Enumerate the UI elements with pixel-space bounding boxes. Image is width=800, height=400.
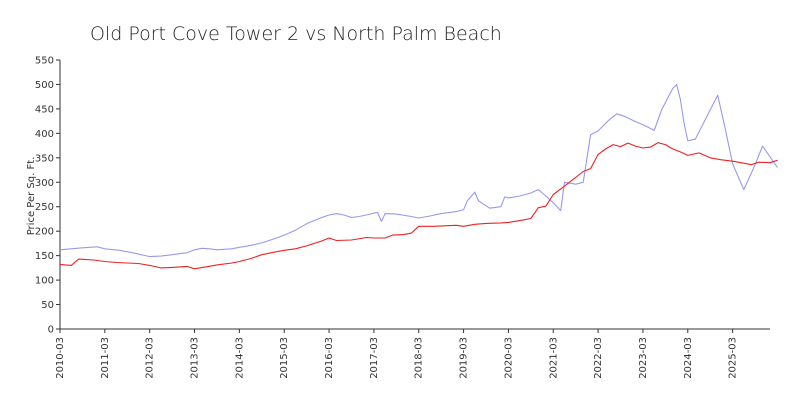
x-tick-label: 2013-03 <box>190 337 201 379</box>
y-tick-label: 500 <box>35 80 54 91</box>
series-line-2 <box>59 142 778 270</box>
y-tick-label: 450 <box>35 104 54 115</box>
x-tick-label: 2022-03 <box>593 337 604 379</box>
series-line-1 <box>59 83 778 258</box>
x-tick-label: 2019-03 <box>459 337 470 379</box>
x-tick-label: 2020-03 <box>503 337 514 379</box>
y-tick-label: 350 <box>35 153 54 164</box>
x-tick-label: 2021-03 <box>548 337 559 379</box>
x-tick-label: 2018-03 <box>414 337 425 379</box>
x-tick-label: 2024-03 <box>683 337 694 379</box>
y-tick-label: 100 <box>35 276 54 287</box>
y-axis: 0 50 100 150 200 250 300 350 400 450 500 550 <box>35 56 61 336</box>
y-tick-label: 250 <box>35 202 54 213</box>
x-tick-label: 2015-03 <box>279 337 290 379</box>
y-tick-label: 150 <box>35 251 54 262</box>
x-axis: 2010-03 2011-03 2012-03 2013-03 2014-03 2015-… <box>55 328 770 379</box>
y-tick-label: 550 <box>35 56 54 67</box>
y-tick-label: 50 <box>41 300 54 311</box>
y-tick-label: 300 <box>35 178 54 189</box>
series-layer <box>59 83 778 270</box>
x-tick-label: 2012-03 <box>145 337 156 379</box>
x-tick-label: 2010-03 <box>55 337 66 379</box>
y-tick-label: 200 <box>35 227 54 238</box>
y-axis-label: Price Per Sq. Ft. <box>26 157 37 236</box>
y-tick-label: 0 <box>48 325 54 336</box>
x-tick-label: 2017-03 <box>369 337 380 379</box>
y-tick-label: 400 <box>35 129 54 140</box>
x-tick-label: 2023-03 <box>638 337 649 379</box>
chart-title: Old Port Cove Tower 2 vs North Palm Beac… <box>90 23 502 45</box>
x-tick-label: 2025-03 <box>728 337 739 379</box>
x-tick-label: 2011-03 <box>100 337 111 379</box>
x-tick-label: 2016-03 <box>324 337 335 379</box>
x-tick-label: 2014-03 <box>234 337 245 379</box>
